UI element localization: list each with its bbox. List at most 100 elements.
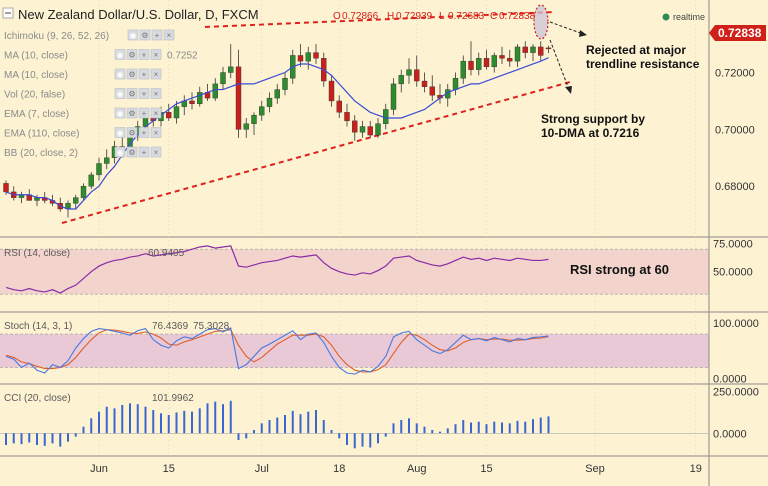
annotation-resistance-line1: Rejected at major: [586, 43, 686, 57]
candle-body: [88, 174, 94, 187]
eye-icon: ◉: [117, 51, 124, 60]
candle-body: [429, 86, 435, 96]
close-icon: ×: [154, 70, 159, 79]
close-button[interactable]: [150, 88, 162, 99]
add-button[interactable]: [138, 88, 150, 99]
candle-body: [235, 66, 242, 130]
candle-body: [173, 106, 180, 119]
annotation-support-line2: 10-DMA at 0.7216: [541, 126, 640, 140]
candle-body: [499, 55, 505, 59]
x-tick-label: 18: [333, 463, 345, 475]
eye-button[interactable]: [114, 146, 126, 158]
close-button[interactable]: [150, 146, 162, 158]
arrowhead-resistance: [579, 30, 587, 37]
stoch-k-line: [5, 327, 549, 375]
settings-icon: ⚙: [141, 31, 148, 40]
close-icon: ×: [154, 51, 159, 60]
add-button[interactable]: [138, 107, 150, 119]
indicator-row[interactable]: Ichimoku (9, 26, 52, 26) ◉ ⚙ + ×: [4, 29, 175, 42]
indicator-row-label: BB (20, close, 2): [4, 148, 78, 159]
add-icon: +: [142, 90, 147, 99]
resistance-trendline: [204, 11, 556, 28]
settings-button[interactable]: [126, 127, 138, 138]
eye-button[interactable]: [114, 127, 126, 138]
ohlc-high-value: 0.72939: [396, 11, 433, 22]
candle-body: [344, 112, 350, 122]
eye-button[interactable]: [127, 29, 139, 41]
add-button[interactable]: [151, 29, 163, 41]
candle-body: [243, 123, 249, 130]
settings-button[interactable]: [126, 49, 138, 60]
indicator-row-label: Ichimoku (9, 26, 52, 26): [4, 31, 109, 42]
add-button[interactable]: [138, 68, 150, 80]
candle-body: [414, 69, 420, 82]
x-tick-label: 15: [480, 463, 492, 475]
settings-button[interactable]: [139, 29, 151, 41]
stoch-band: [0, 334, 709, 368]
candle-body: [483, 58, 490, 68]
close-button[interactable]: [163, 29, 175, 41]
candle-body: [166, 112, 172, 119]
close-button[interactable]: [150, 127, 162, 138]
axis-layer: Jun 15 Jul 18 Aug 15 Sep 19 0.72000 0.70000 0.6800…: [90, 68, 759, 475]
indicator-row[interactable]: Vol (20, false) ◉ ⚙ + ×: [4, 88, 162, 101]
settings-icon: ⚙: [128, 148, 135, 157]
indicator-row-value: 0.7252: [167, 51, 198, 62]
candle-body: [452, 77, 459, 90]
eye-icon: ◉: [117, 109, 124, 118]
indicator-list: Ichimoku (9, 26, 52, 26) ◉ ⚙ + ×MA (10, clos…: [4, 29, 198, 159]
candle-body: [96, 163, 102, 176]
candle-body: [514, 46, 521, 62]
candle-body: [313, 52, 319, 59]
add-button[interactable]: [138, 146, 150, 158]
price-tick-label: 0.68000: [715, 181, 755, 193]
indicator-row[interactable]: EMA (7, close) ◉ ⚙ + ×: [4, 107, 162, 120]
settings-button[interactable]: [126, 88, 138, 99]
settings-button[interactable]: [126, 68, 138, 80]
right-axis-area: [709, 0, 768, 486]
indicator-row[interactable]: EMA (110, close) ◉ ⚙ + ×: [4, 127, 162, 140]
indicator-row[interactable]: MA (10, close) ◉ ⚙ + × 0.7252: [4, 49, 198, 62]
eye-button[interactable]: [114, 88, 126, 99]
indicator-row[interactable]: MA (10, close) ◉ ⚙ + ×: [4, 68, 162, 81]
candle-body: [383, 109, 389, 124]
close-button[interactable]: [150, 49, 162, 60]
add-button[interactable]: [138, 127, 150, 138]
candle-body: [266, 97, 273, 107]
x-tick-label: 15: [163, 463, 175, 475]
settings-icon: ⚙: [128, 109, 135, 118]
ohlc-low-label: L: [439, 11, 445, 22]
realtime-status-dot: [662, 13, 670, 21]
annotation-resistance-line2: trendline resistance: [586, 57, 700, 71]
eye-icon: ◉: [117, 90, 124, 99]
settings-icon: ⚙: [128, 70, 135, 79]
eye-button[interactable]: [114, 49, 126, 60]
close-icon: ×: [154, 109, 159, 118]
add-button[interactable]: [138, 49, 150, 60]
close-icon: ×: [154, 148, 159, 157]
last-price-tag: 0.72838: [709, 25, 766, 41]
ohlc-close-label: C: [490, 11, 497, 22]
stoch-d-value: 75.3028: [193, 321, 230, 332]
cci-tick-label: 0.0000: [713, 428, 747, 440]
eye-button[interactable]: [114, 107, 126, 119]
candle-body: [220, 72, 226, 85]
arrow-support: [549, 39, 571, 93]
close-button[interactable]: [150, 107, 162, 119]
indicator-row[interactable]: BB (20, close, 2) ◉ ⚙ + ×: [4, 146, 162, 159]
settings-button[interactable]: [126, 107, 138, 119]
stoch-tick-label: 0.0000: [713, 374, 747, 386]
indicator-row-label: Vol (20, false): [4, 90, 65, 101]
close-button[interactable]: [150, 68, 162, 80]
eye-button[interactable]: [114, 68, 126, 80]
add-icon: +: [142, 129, 147, 138]
candle-body: [282, 77, 288, 90]
stoch-d-line: [5, 329, 549, 373]
ohlc-high-label: H: [387, 11, 394, 22]
chart-header: New Zealand Dollar/U.S. Dollar, D, FXCM …: [2, 7, 705, 22]
candle-body: [460, 60, 466, 79]
settings-button[interactable]: [126, 146, 138, 158]
candle-body: [3, 183, 9, 193]
candle-body: [468, 60, 474, 70]
candle-body: [476, 58, 482, 70]
